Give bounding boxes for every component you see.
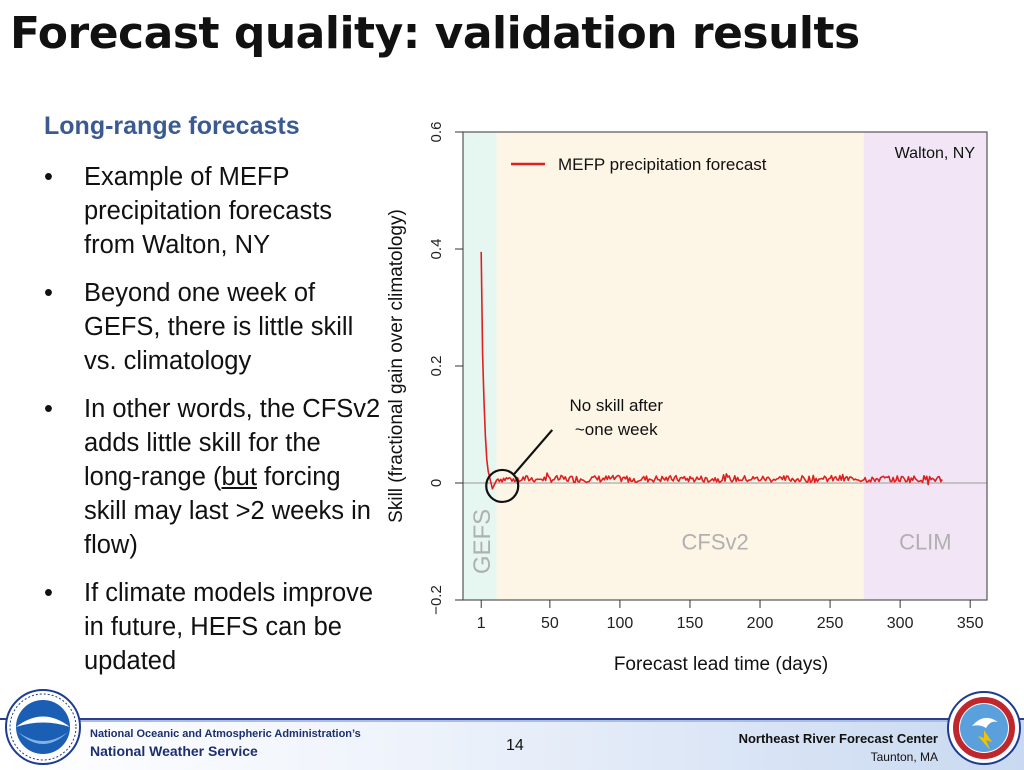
legend-label: MEFP precipitation forecast <box>558 155 767 174</box>
region-label-clim: CLIM <box>899 530 952 555</box>
region-cfsv2 <box>496 132 864 600</box>
slide-title: Forecast quality: validation results <box>10 8 860 59</box>
series-line-mefp <box>480 251 943 490</box>
x-tick-label: 150 <box>677 615 704 632</box>
footer-office: Northeast River Forecast Center <box>738 731 938 746</box>
bullet-item: Example of MEFP precipitation forecasts … <box>44 160 384 262</box>
region-clim <box>863 132 987 600</box>
bullet-item: Beyond one week of GEFS, there is little… <box>44 276 384 378</box>
y-tick-label: −0.2 <box>428 585 445 615</box>
y-tick-label: 0.2 <box>428 356 445 377</box>
y-tick-label: 0 <box>428 479 445 487</box>
x-tick-label: 350 <box>957 615 984 632</box>
x-tick-label: 200 <box>747 615 774 632</box>
y-tick-label: 0.4 <box>428 239 445 260</box>
skill-chart: GEFS CFSv2 CLIM−0.200.20.40.61 50 100 150 200 2… <box>386 122 988 675</box>
footer-agency-line1: National Oceanic and Atmospheric Adminis… <box>90 728 361 740</box>
region-gefs <box>463 132 497 600</box>
x-tick-label: 300 <box>887 615 914 632</box>
region-label-cfsv2: CFSv2 <box>682 530 749 555</box>
bullet-list: Example of MEFP precipitation forecasts … <box>44 160 384 692</box>
y-tick-label: 0.6 <box>428 122 445 143</box>
x-axis-label: Forecast lead time (days) <box>614 654 828 675</box>
nws-logo-icon <box>947 691 1021 765</box>
x-tick-label: 250 <box>817 615 844 632</box>
x-tick-label: 1 <box>477 615 486 632</box>
footer-divider <box>80 720 960 722</box>
footer-bar <box>0 718 1024 770</box>
x-tick-label: 100 <box>607 615 634 632</box>
y-axis-label: Skill (fractional gain over climatology) <box>386 209 407 523</box>
section-heading: Long-range forecasts <box>44 112 300 140</box>
annotation-pointer <box>513 429 554 475</box>
noaa-logo-icon <box>5 689 81 765</box>
annotation-circle <box>485 468 520 504</box>
region-label-gefs: GEFS <box>469 509 496 574</box>
annotation-text-line2: ~one week <box>575 420 658 439</box>
annotation-text-line1: No skill after <box>569 396 663 415</box>
footer-location: Taunton, MA <box>870 750 938 764</box>
footer-agency-line2: National Weather Service <box>90 743 258 759</box>
x-tick-label: 50 <box>541 615 559 632</box>
bullet-item: In other words, the CFSv2 adds little sk… <box>44 392 384 562</box>
bullet-item: If climate models improve in future, HEF… <box>44 576 384 678</box>
location-label: Walton, NY <box>895 145 976 162</box>
page-number: 14 <box>506 737 524 754</box>
